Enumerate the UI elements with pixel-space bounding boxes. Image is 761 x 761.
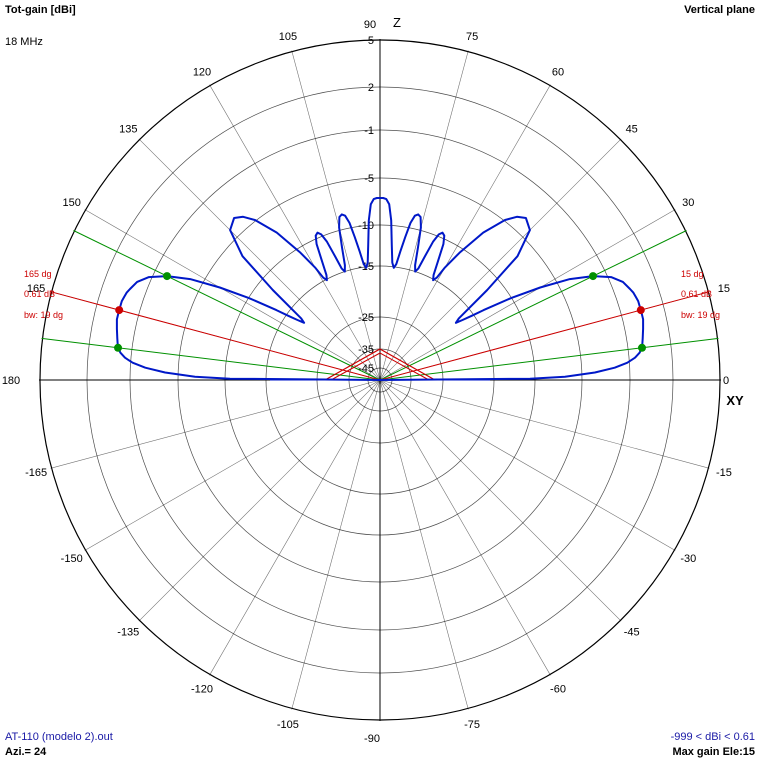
grid-circle: [224, 224, 536, 536]
grid-spoke: [291, 379, 381, 710]
angle-tick-label: 45: [626, 123, 638, 135]
angle-tick-label: -30: [680, 553, 696, 565]
angle-tick-label: 165: [27, 283, 45, 295]
grid-circle: [129, 129, 631, 631]
beamwidth-marker: [589, 272, 597, 281]
radial-tick-label: 5: [368, 35, 374, 47]
beamwidth-marker: [114, 343, 122, 352]
angle-tick-label: -60: [550, 683, 566, 695]
max-gain-elevation: Max gain Ele:15: [672, 746, 755, 758]
max-gain-marker: [636, 306, 645, 315]
center-lobe-inner: [330, 352, 430, 381]
grid-circle: [177, 177, 583, 583]
angle-tick-label: -15: [716, 467, 732, 479]
marker-right-bw: bw: 19 dg: [681, 310, 720, 320]
angle-tick-label: 75: [466, 31, 478, 43]
grid-spoke: [379, 379, 676, 551]
grid-spoke: [379, 84, 551, 381]
marker-left-gain: 0.61 dB: [24, 289, 55, 299]
grid-spoke: [379, 209, 676, 381]
angle-tick-label: -165: [25, 467, 47, 479]
grid-spoke: [138, 138, 381, 381]
file-name: AT-110 (modelo 2).out: [5, 731, 113, 743]
grid-spoke: [379, 138, 622, 381]
radial-tick-label: 2: [368, 82, 374, 94]
angle-tick-label: -150: [61, 553, 83, 565]
marker-left-bw: bw: 19 dg: [24, 310, 63, 320]
plane-label: Vertical plane: [684, 4, 755, 16]
center-lobe-outline: [324, 348, 436, 381]
radiation-pattern: [115, 197, 645, 381]
grid-spoke: [379, 379, 551, 676]
max-gain-line: [379, 291, 710, 381]
grid-spoke: [291, 50, 381, 381]
grid-spoke: [138, 379, 381, 622]
radial-tick-label: -1: [364, 125, 374, 137]
axis-label-right: XY: [726, 393, 744, 408]
grid-spoke: [209, 84, 381, 381]
azimuth-label: Azi.= 24: [5, 746, 47, 758]
angle-tick-label: 135: [119, 123, 137, 135]
angle-tick-label: -105: [277, 719, 299, 731]
axis-label-top: Z: [393, 15, 401, 30]
max-gain-line: [50, 291, 381, 381]
angle-tick-label: -75: [464, 719, 480, 731]
angle-tick-label: -135: [117, 627, 139, 639]
radial-tick-label: -25: [358, 312, 374, 324]
grid-spoke: [379, 379, 622, 622]
grid-spoke: [379, 379, 710, 469]
angle-tick-label: -90: [364, 733, 380, 745]
angle-tick-label: 120: [193, 67, 211, 79]
chart-title: Tot-gain [dBi]: [5, 4, 76, 16]
angle-tick-label: 105: [279, 31, 297, 43]
frequency-label: 18 MHz: [5, 36, 43, 48]
grid-spoke: [84, 209, 381, 381]
angle-tick-label: 180: [2, 375, 20, 387]
grid-spoke: [209, 379, 381, 676]
radial-tick-label: -35: [358, 344, 374, 356]
beamwidth-line: [379, 337, 719, 381]
gain-range: -999 < dBi < 0.61: [670, 731, 755, 743]
radial-tick-label: -5: [364, 173, 374, 185]
angle-tick-label: 60: [552, 67, 564, 79]
grid-spoke: [50, 379, 381, 469]
grid-spoke: [379, 50, 469, 381]
grid-circle: [86, 86, 674, 674]
angle-tick-label: 90: [364, 19, 376, 31]
beamwidth-line: [379, 230, 687, 381]
max-gain-marker: [115, 306, 124, 315]
beamwidth-line: [73, 230, 381, 381]
angle-tick-label: -120: [191, 683, 213, 695]
grid-circle: [39, 39, 721, 721]
marker-right-angle: 15 dg: [681, 269, 704, 279]
radial-tick-label: -45: [358, 363, 374, 375]
marker-left-angle: 165 dg: [24, 269, 52, 279]
angle-tick-label: 0: [723, 375, 729, 387]
beamwidth-marker: [163, 272, 171, 281]
angle-tick-label: 15: [718, 283, 730, 295]
beamwidth-marker: [638, 343, 646, 352]
grid-spoke: [379, 379, 469, 710]
grid-spoke: [84, 379, 381, 551]
angle-tick-label: 30: [682, 197, 694, 209]
angle-tick-label: 150: [63, 197, 81, 209]
marker-right-gain: 0.61 dB: [681, 289, 712, 299]
angle-tick-label: -45: [624, 627, 640, 639]
beamwidth-line: [41, 337, 381, 381]
radial-tick-label: -10: [358, 220, 374, 232]
